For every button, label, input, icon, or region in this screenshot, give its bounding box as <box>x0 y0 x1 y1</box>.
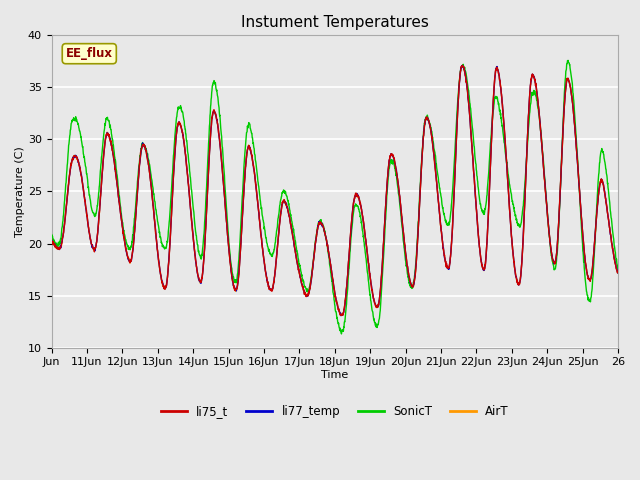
li77_temp <box>323 241 331 247</box>
li77_temp <box>598 179 606 184</box>
SonicT <box>614 268 622 274</box>
AirT <box>598 178 605 183</box>
li75_t <box>614 269 622 275</box>
li77_temp <box>337 313 345 319</box>
li77_temp <box>308 270 316 276</box>
SonicT <box>564 58 572 63</box>
SonicT <box>77 132 84 138</box>
SonicT <box>323 242 331 248</box>
AirT <box>598 179 606 184</box>
Legend: li75_t, li77_temp, SonicT, AirT: li75_t, li77_temp, SonicT, AirT <box>156 400 514 423</box>
AirT <box>77 168 84 174</box>
AirT <box>48 237 56 242</box>
SonicT <box>494 98 502 104</box>
Line: li77_temp: li77_temp <box>52 66 618 316</box>
AirT <box>494 68 502 74</box>
li75_t <box>598 177 606 183</box>
X-axis label: Time: Time <box>321 370 348 380</box>
Text: EE_flux: EE_flux <box>66 47 113 60</box>
li77_temp <box>459 63 467 69</box>
li77_temp <box>48 238 56 244</box>
li75_t <box>337 312 345 318</box>
li77_temp <box>77 169 84 175</box>
SonicT <box>337 331 345 337</box>
Line: li75_t: li75_t <box>52 65 618 315</box>
SonicT <box>598 145 605 151</box>
li75_t <box>77 168 84 174</box>
SonicT <box>598 148 606 154</box>
Y-axis label: Temperature (C): Temperature (C) <box>15 146 25 237</box>
li75_t <box>308 272 316 277</box>
SonicT <box>48 231 56 237</box>
AirT <box>459 63 467 69</box>
li75_t <box>598 180 605 185</box>
li75_t <box>48 237 56 242</box>
li75_t <box>323 240 331 246</box>
Line: AirT: AirT <box>52 66 618 315</box>
li77_temp <box>494 68 502 73</box>
AirT <box>614 270 622 276</box>
AirT <box>323 240 331 246</box>
Title: Instument Temperatures: Instument Temperatures <box>241 15 429 30</box>
li77_temp <box>598 177 605 183</box>
AirT <box>338 312 346 318</box>
li75_t <box>494 67 502 73</box>
SonicT <box>308 269 316 275</box>
Line: SonicT: SonicT <box>52 60 618 334</box>
li77_temp <box>614 270 622 276</box>
AirT <box>308 270 316 276</box>
li75_t <box>459 62 467 68</box>
